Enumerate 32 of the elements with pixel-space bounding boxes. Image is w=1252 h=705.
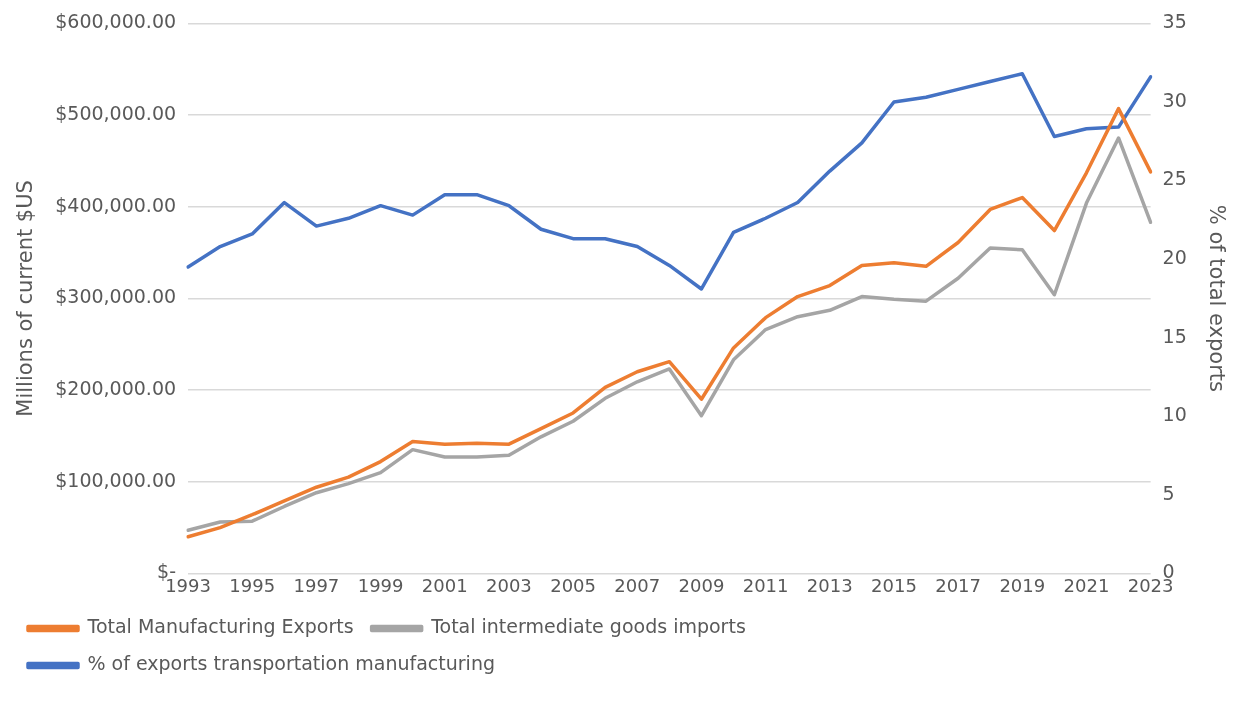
y2-tick-label: 30 <box>1162 88 1187 111</box>
x-tick-label: 2001 <box>421 574 468 596</box>
x-tick-label: 2015 <box>871 574 917 596</box>
x-tick-label: 2013 <box>806 574 853 596</box>
x-tick-label: 2007 <box>614 574 661 596</box>
y-tick-label: $600,000.00 <box>55 10 177 33</box>
y2-tick-label: 25 <box>1162 167 1187 190</box>
legend-label: Total Manufacturing Exports <box>86 615 354 638</box>
x-tick-label: 2011 <box>742 574 789 596</box>
x-tick-label: 1997 <box>293 574 340 596</box>
y2-tick-label: 20 <box>1162 246 1187 269</box>
x-tick-label: 2009 <box>678 574 725 596</box>
x-tick-label: 2003 <box>486 574 532 596</box>
x-tick-label: 2005 <box>550 574 596 596</box>
x-tick-label: 2019 <box>999 574 1046 596</box>
y2-axis-title: % of total exports <box>1204 204 1229 393</box>
y2-tick-label: 5 <box>1162 481 1175 504</box>
y2-tick-label: 15 <box>1162 324 1187 347</box>
y-tick-label: $200,000.00 <box>55 377 177 399</box>
x-tick-label: 2021 <box>1063 574 1110 596</box>
y2-tick-label: 10 <box>1162 403 1187 426</box>
y2-tick-label: 35 <box>1162 10 1187 33</box>
y-axis-title: Millions of current $US <box>13 180 38 417</box>
x-tick-label: 1999 <box>357 574 404 596</box>
y-tick-label: $400,000.00 <box>55 193 177 216</box>
x-tick-label: 1995 <box>229 574 276 596</box>
x-tick-label: 2017 <box>935 574 982 596</box>
legend-label: Total intermediate goods imports <box>430 615 746 638</box>
legend-label: % of exports transportation manufacturing <box>87 652 495 675</box>
y-tick-label: $100,000.00 <box>55 468 177 491</box>
y-tick-label: $300,000.00 <box>55 285 177 308</box>
y-tick-label: $500,000.00 <box>55 102 177 124</box>
